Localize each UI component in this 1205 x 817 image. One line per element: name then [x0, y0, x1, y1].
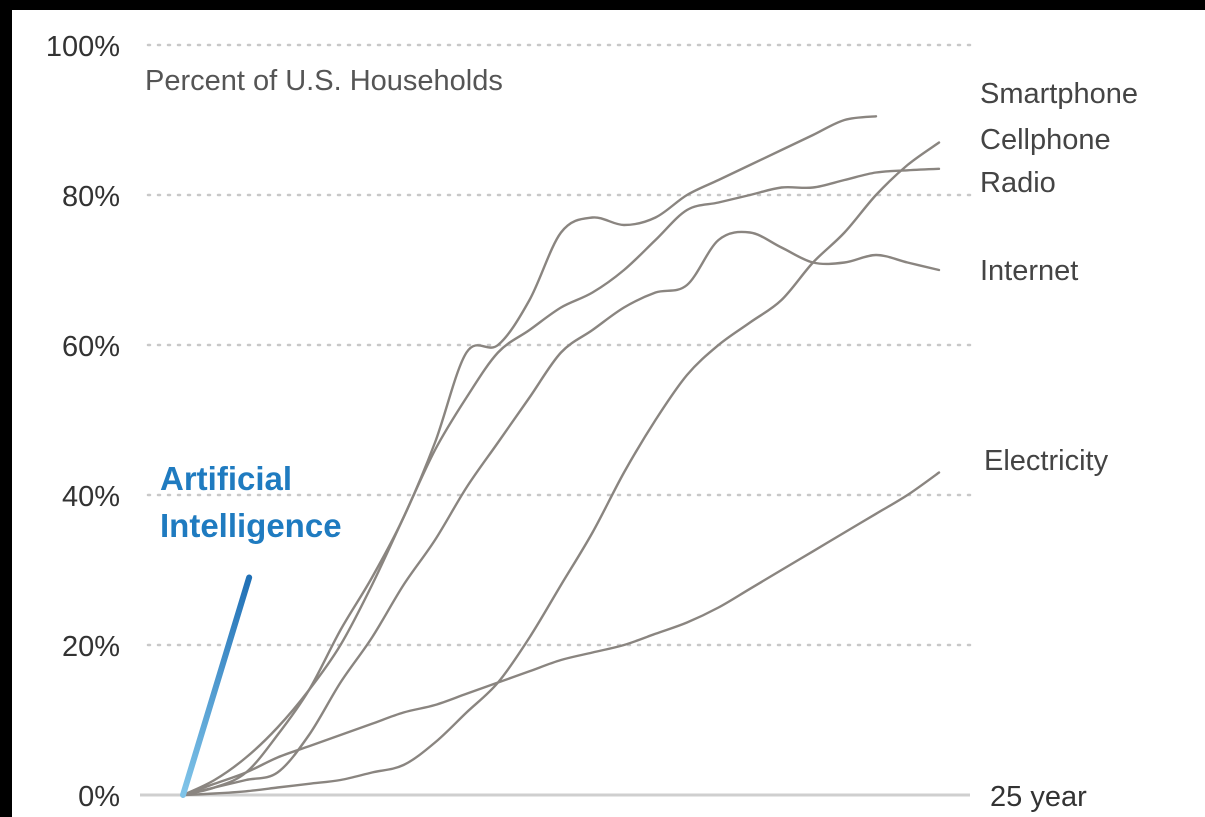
- series-line-electricity: [181, 471, 941, 797]
- series-line-cellphone: [181, 141, 941, 797]
- series-label-electricity: Electricity: [984, 445, 1109, 477]
- y-tick-label-40: 40%: [62, 481, 120, 513]
- x-axis-end-label: 25 year: [990, 781, 1087, 813]
- chart-background: [12, 10, 1205, 817]
- series-label-internet: Internet: [980, 255, 1078, 287]
- series-lines: [180, 115, 941, 798]
- y-tick-label-100: 100%: [46, 31, 120, 63]
- gridlines: [146, 43, 972, 647]
- y-tick-label-80: 80%: [62, 181, 120, 213]
- series-label-ai-line1: Artificial: [160, 460, 292, 497]
- series-line-artificial-intelligence: [180, 574, 253, 798]
- series-line-smartphone: [181, 115, 878, 797]
- y-tick-label-60: 60%: [62, 331, 120, 363]
- y-axis-tick-labels: 0% 20% 40% 60% 80% 100%: [46, 31, 120, 813]
- series-line-internet: [181, 230, 941, 797]
- series-label-cellphone: Cellphone: [980, 124, 1111, 156]
- series-label-smartphone: Smartphone: [980, 78, 1138, 110]
- y-tick-label-0: 0%: [78, 781, 120, 813]
- chart-subtitle: Percent of U.S. Households: [145, 65, 503, 97]
- series-label-radio: Radio: [980, 167, 1056, 199]
- series-line-radio: [181, 167, 941, 797]
- y-tick-label-20: 20%: [62, 631, 120, 663]
- series-label-ai-line2: Intelligence: [160, 507, 342, 544]
